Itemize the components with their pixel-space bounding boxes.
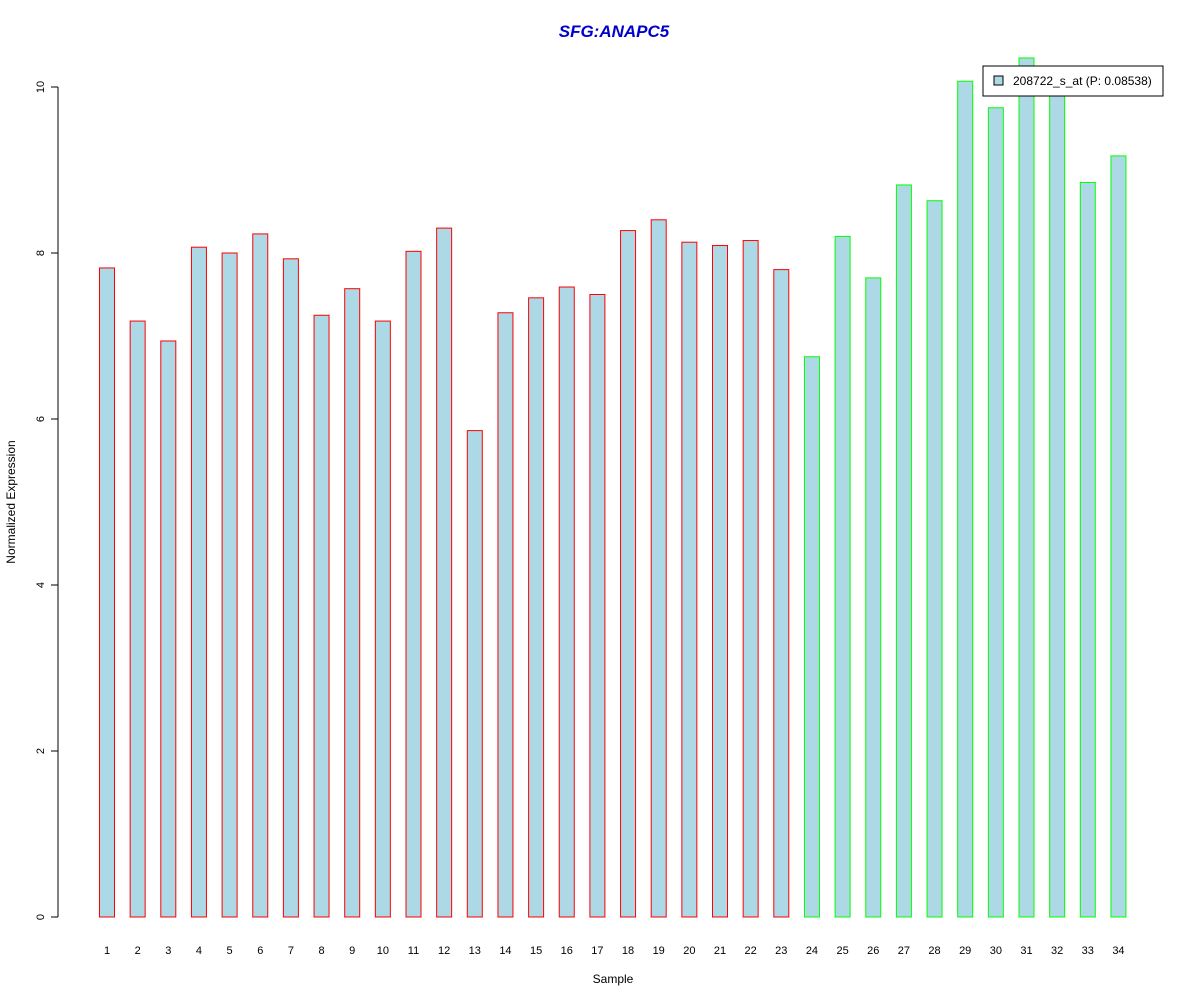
legend-swatch — [993, 75, 1004, 86]
bar — [252, 233, 269, 918]
legend: 208722_s_at (P: 0.08538) — [982, 65, 1164, 97]
x-tick-label: 13 — [469, 945, 481, 957]
bar — [834, 235, 851, 918]
x-axis-label: Sample — [593, 972, 634, 986]
bar — [650, 219, 667, 918]
legend-box — [982, 65, 1164, 97]
y-tick-label: 4 — [35, 582, 47, 588]
bar — [129, 320, 146, 918]
x-tick-label: 25 — [836, 945, 848, 957]
x-tick-label: 5 — [227, 945, 233, 957]
bar — [712, 245, 728, 918]
x-tick-label: 19 — [653, 945, 665, 957]
x-tick-label: 12 — [438, 945, 450, 957]
bar — [1049, 90, 1066, 918]
bar — [742, 240, 759, 918]
bars — [99, 57, 1127, 918]
bar — [1079, 181, 1096, 918]
bar — [803, 356, 820, 918]
x-tick-label: 30 — [990, 945, 1002, 957]
x-tick-label: 6 — [257, 945, 263, 957]
bar — [436, 227, 453, 918]
bar — [313, 314, 330, 918]
y-axis: 0 2 4 6 8 10 — [35, 81, 59, 920]
bar — [528, 297, 545, 918]
bar — [987, 107, 1004, 918]
x-tick-label: 32 — [1051, 945, 1063, 957]
x-tick-label: 22 — [745, 945, 757, 957]
x-tick-label: 7 — [288, 945, 294, 957]
legend-label: 208722_s_at (P: 0.08538) — [1013, 74, 1152, 88]
bar — [558, 286, 575, 918]
y-tick-label: 10 — [35, 81, 47, 93]
x-tick-label: 33 — [1082, 945, 1094, 957]
chart-title: SFG:ANAPC5 — [559, 22, 670, 41]
x-tick-label: 31 — [1020, 945, 1032, 957]
x-tick-label: 26 — [867, 945, 879, 957]
x-tick-label: 23 — [775, 945, 787, 957]
x-tick-label: 29 — [959, 945, 971, 957]
bar — [374, 320, 391, 918]
x-tick-label: 16 — [561, 945, 573, 957]
x-tick-label: 28 — [928, 945, 940, 957]
bar — [1018, 57, 1035, 918]
x-tick-label: 14 — [499, 945, 511, 957]
y-axis-label: Normalized Expression — [4, 440, 18, 563]
bar — [282, 258, 299, 918]
y-tick-label: 6 — [35, 416, 47, 422]
bar — [99, 267, 115, 918]
bar — [221, 252, 238, 918]
bar — [620, 230, 637, 918]
x-tick-labels: 1 2 3 4 5 6 7 8 9 10 11 12 13 14 15 16 17 18 19 20 21 22 23 24 2… — [104, 945, 1125, 957]
bar — [589, 294, 606, 918]
x-tick-label: 18 — [622, 945, 634, 957]
bar — [773, 269, 790, 918]
bar — [190, 246, 207, 918]
x-tick-label: 1 — [104, 945, 110, 957]
bar — [895, 184, 912, 918]
x-tick-label: 4 — [196, 945, 202, 957]
bar — [865, 277, 882, 918]
bar — [344, 288, 361, 918]
x-tick-label: 17 — [591, 945, 603, 957]
x-tick-label: 15 — [530, 945, 542, 957]
bar — [497, 312, 514, 918]
x-tick-label: 2 — [135, 945, 141, 957]
x-tick-label: 34 — [1112, 945, 1124, 957]
x-tick-label: 21 — [714, 945, 726, 957]
y-tick-label: 8 — [35, 250, 47, 256]
bar — [681, 241, 698, 918]
x-tick-label: 10 — [377, 945, 389, 957]
x-tick-label: 8 — [318, 945, 324, 957]
x-tick-label: 20 — [683, 945, 695, 957]
x-tick-label: 9 — [349, 945, 355, 957]
x-tick-label: 24 — [806, 945, 818, 957]
bar — [926, 200, 943, 918]
x-tick-label: 3 — [165, 945, 171, 957]
x-tick-label: 11 — [408, 945, 419, 957]
bar — [957, 80, 974, 918]
y-tick-label: 0 — [35, 914, 47, 920]
bar — [466, 430, 483, 918]
bar — [405, 250, 422, 918]
bar — [1110, 155, 1127, 918]
y-tick-label: 2 — [35, 748, 47, 754]
x-tick-label: 27 — [898, 945, 910, 957]
bar — [160, 340, 177, 918]
